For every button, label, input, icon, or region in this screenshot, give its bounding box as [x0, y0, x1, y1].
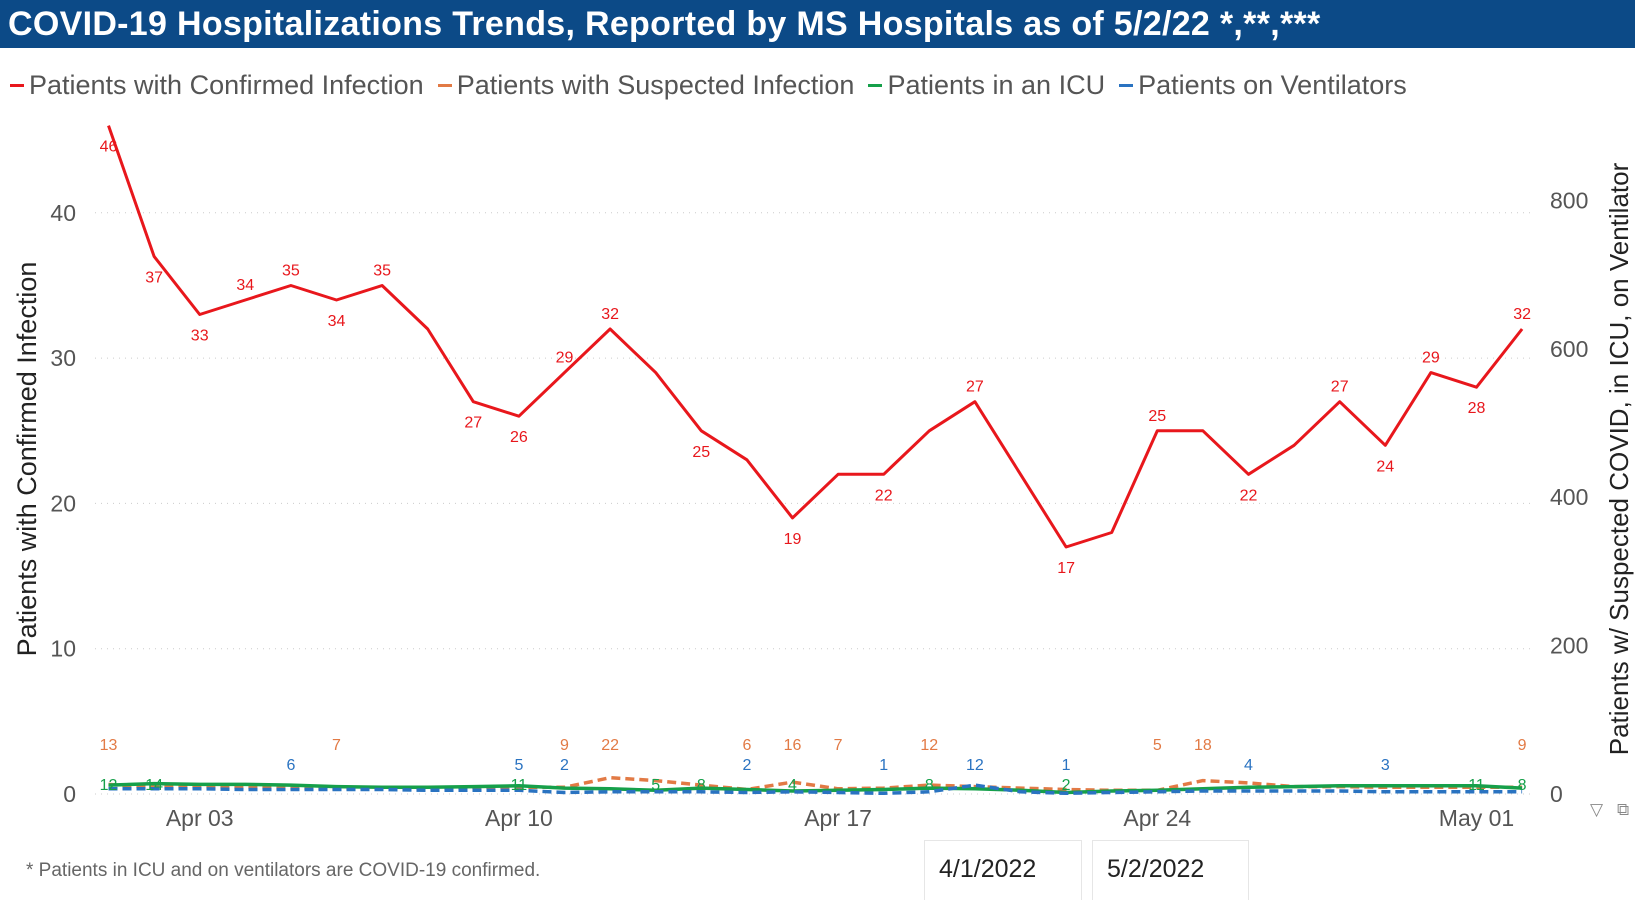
- data-label: 7: [834, 737, 843, 754]
- series-line-0: [107, 125, 1524, 549]
- data-label: 19: [784, 531, 802, 548]
- legend-label: Patients on Ventilators: [1138, 70, 1407, 100]
- y-left-tick-label: 10: [50, 636, 76, 662]
- data-label: 8: [925, 777, 934, 794]
- data-label: 1: [1062, 757, 1071, 774]
- data-label: 5: [1153, 737, 1162, 754]
- data-label: 35: [282, 262, 300, 279]
- data-label: 46: [100, 139, 118, 156]
- title-bar: COVID-19 Hospitalizations Trends, Report…: [0, 0, 1635, 48]
- data-label: 24: [1376, 458, 1394, 475]
- date-slicer-end[interactable]: 5/2/2022: [1092, 840, 1249, 900]
- focus-mode-icon[interactable]: ⧉: [1617, 800, 1630, 820]
- data-label: 8: [697, 777, 706, 794]
- series-line-3: [108, 783, 1523, 796]
- data-label: 12: [100, 777, 118, 794]
- legend-swatch: [437, 84, 452, 87]
- date-slicer-start[interactable]: 4/1/2022: [924, 840, 1082, 900]
- x-tick-label: Apr 03: [166, 805, 234, 831]
- data-label: 12: [966, 757, 984, 774]
- data-label: 6: [286, 757, 295, 774]
- legend: Patients with Confirmed Infection Patien…: [10, 70, 1407, 101]
- data-label: 9: [1518, 737, 1527, 754]
- data-label: 18: [1194, 737, 1212, 754]
- data-label: 13: [100, 737, 118, 754]
- y-right-tick-label: 0: [1550, 781, 1563, 807]
- legend-swatch: [1119, 84, 1134, 87]
- data-label: 5: [651, 777, 660, 794]
- x-tick-label: May 01: [1439, 805, 1514, 831]
- data-label: 16: [784, 737, 802, 754]
- data-label: 5: [514, 757, 523, 774]
- data-label: 29: [556, 350, 574, 367]
- chart-title: COVID-19 Hospitalizations Trends, Report…: [8, 5, 1321, 43]
- data-label: 17: [1057, 560, 1075, 577]
- y-right-tick-label: 400: [1550, 484, 1588, 510]
- data-label: 3: [1381, 757, 1390, 774]
- data-label: 35: [373, 262, 391, 279]
- data-label: 34: [328, 313, 346, 330]
- y-right-tick-label: 800: [1550, 187, 1588, 213]
- data-label: 1: [879, 757, 888, 774]
- legend-label: Patients with Confirmed Infection: [29, 70, 424, 100]
- data-label: 32: [601, 306, 619, 323]
- data-label: 12: [920, 737, 938, 754]
- legend-item-confirmed[interactable]: Patients with Confirmed Infection: [10, 70, 424, 101]
- data-label: 25: [692, 444, 710, 461]
- data-label: 4: [788, 777, 797, 794]
- y-left-tick-label: 40: [50, 200, 76, 226]
- legend-item-suspected[interactable]: Patients with Suspected Infection: [437, 70, 855, 101]
- data-label: 28: [1468, 400, 1486, 417]
- data-label: 27: [1331, 379, 1349, 396]
- data-label: 33: [191, 328, 209, 345]
- legend-item-ventilators[interactable]: Patients on Ventilators: [1119, 70, 1407, 101]
- data-label: 22: [875, 487, 893, 504]
- data-label: 6: [742, 737, 751, 754]
- data-label: 2: [742, 757, 751, 774]
- footnote: * Patients in ICU and on ventilators are…: [26, 860, 541, 881]
- y-right-tick-label: 200: [1550, 633, 1588, 659]
- x-tick-label: Apr 17: [804, 805, 872, 831]
- legend-swatch: [10, 84, 24, 87]
- data-label: 7: [332, 737, 341, 754]
- y-left-tick-label: 30: [50, 345, 76, 371]
- data-label: 32: [1513, 306, 1531, 323]
- data-label: 2: [1062, 777, 1071, 794]
- legend-label: Patients with Suspected Infection: [456, 70, 855, 100]
- filter-icon[interactable]: ▽: [1590, 800, 1604, 820]
- data-label: 11: [511, 777, 528, 794]
- data-label: 25: [1148, 408, 1166, 425]
- x-tick-label: Apr 10: [485, 805, 553, 831]
- data-label: 22: [1240, 487, 1258, 504]
- x-tick-label: Apr 24: [1123, 805, 1191, 831]
- data-label: 27: [464, 415, 482, 432]
- data-label: 2: [560, 757, 569, 774]
- legend-item-icu[interactable]: Patients in an ICU: [868, 70, 1105, 101]
- y-right-tick-label: 600: [1550, 336, 1588, 362]
- data-label: 29: [1422, 350, 1440, 367]
- data-label: 11: [1468, 777, 1485, 794]
- data-label: 8: [1518, 777, 1527, 794]
- y-left-tick-label: 20: [50, 490, 76, 516]
- data-label: 37: [145, 269, 163, 286]
- y-right-title: Patients w/ Suspected COVID, in ICU, on …: [1604, 162, 1634, 755]
- data-label: 9: [560, 737, 569, 754]
- legend-swatch: [868, 84, 883, 87]
- data-label: 22: [601, 737, 619, 754]
- y-left-tick-label: 0: [63, 781, 76, 807]
- data-label: 26: [510, 429, 528, 446]
- legend-label: Patients in an ICU: [887, 70, 1106, 100]
- data-label: 4: [1244, 757, 1253, 774]
- data-label: 27: [966, 379, 984, 396]
- y-left-title: Patients with Confirmed Infection: [12, 262, 42, 657]
- data-label: 34: [236, 277, 254, 294]
- data-label: 14: [145, 777, 163, 794]
